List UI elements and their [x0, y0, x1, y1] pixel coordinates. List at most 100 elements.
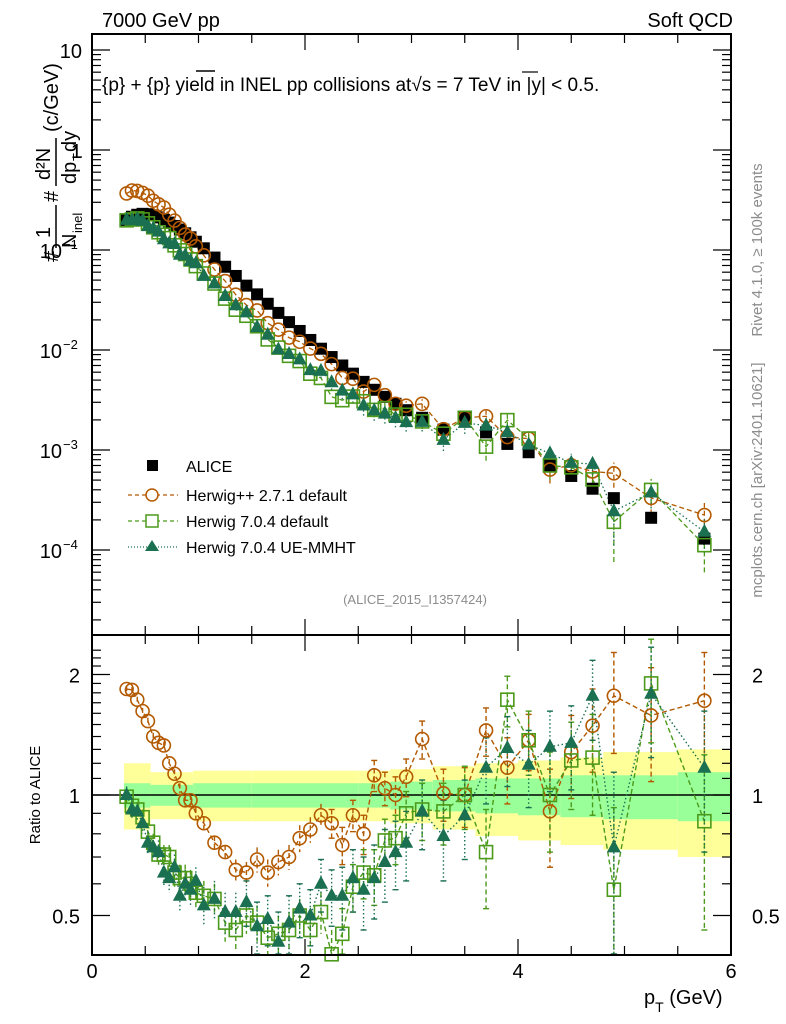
ratio-point-herwig7_default — [260, 930, 276, 946]
data-point-alice — [607, 492, 620, 505]
data-point-herwig7_uemmht — [228, 297, 243, 311]
ratio-point-herwigpp — [207, 835, 222, 851]
mcplots-citation-label: mcplots.cern.ch [arXiv:2401.10621] — [749, 362, 766, 597]
ratio-point-herwig7_uemmht — [135, 815, 150, 829]
ratio-point-herwig7_uemmht — [162, 870, 177, 884]
data-point-herwig7_uemmht — [564, 454, 579, 468]
ratio-point-herwig7_uemmht — [250, 918, 265, 932]
legend-label-alice: ALICE — [186, 459, 232, 476]
legend-label-herwigpp: Herwig++ 2.7.1 default — [186, 488, 348, 505]
x-tick-labels: 0 2 4 6 — [86, 961, 736, 983]
ratio-point-herwigpp — [188, 806, 204, 821]
data-point-herwigpp — [124, 183, 140, 198]
data-point-alice — [293, 324, 306, 337]
ratio-point-herwigpp — [140, 713, 156, 729]
x-axis-label: pT (GeV) — [644, 987, 723, 1015]
ratio-point-herwigpp — [260, 865, 276, 880]
ratio-point-herwig7_uemmht — [151, 844, 166, 858]
ratio-point-herwigpp — [228, 862, 244, 878]
data-point-herwigpp — [697, 507, 712, 523]
data-point-herwigpp — [271, 322, 286, 337]
ylabel-den-tail: dy — [59, 131, 81, 152]
ratio-point-herwig7_uemmht — [399, 834, 414, 848]
series-line-herwigpp — [126, 189, 705, 516]
ratio-point-herwigpp — [697, 693, 712, 709]
ratio-point-herwig7_default — [697, 813, 712, 829]
data-point-herwig7_uemmht — [313, 362, 328, 376]
data-point-herwig7_uemmht — [377, 405, 392, 419]
title-part-mid: yield in INEL pp collisions at — [170, 75, 412, 96]
ratio-point-herwig7_default — [606, 882, 622, 897]
legend-marker-herwigpp — [145, 488, 159, 502]
data-point-herwig7_uemmht — [457, 414, 472, 428]
data-point-herwigpp — [217, 273, 233, 289]
data-point-alice — [645, 511, 658, 524]
ratio-point-herwig7_uemmht — [335, 887, 350, 901]
ratio-point-herwig7_uemmht — [345, 870, 360, 884]
ylabel-unit: (c/GeV) — [41, 63, 63, 132]
data-point-herwig7_uemmht — [345, 386, 360, 400]
ratio-point-herwig7_uemmht — [606, 839, 621, 853]
data-point-herwigpp — [140, 188, 156, 204]
data-point-herwig7_uemmht — [479, 417, 494, 431]
ratio-point-herwigpp — [334, 837, 350, 853]
ratio-point-herwigpp — [643, 708, 659, 723]
legend: ALICE Herwig++ 2.7.1 default Herwig 7.0.… — [128, 459, 356, 557]
x-axis-label-unit: (GeV) — [664, 987, 723, 1009]
ratio-point-herwig7_uemmht — [542, 738, 557, 752]
data-point-herwig7_uemmht — [606, 503, 621, 517]
data-point-herwig7_uemmht — [697, 523, 712, 537]
ratio-point-herwig7_uemmht — [188, 872, 203, 886]
y-tick-label: 10 — [40, 341, 62, 363]
ylabel-nnel: N — [59, 234, 81, 248]
ratio-point-herwigpp — [167, 766, 182, 782]
ratio-point-herwigpp — [292, 830, 307, 846]
ratio-point-herwig7_uemmht — [388, 844, 403, 858]
y-tick-label: 10 — [40, 541, 62, 563]
header-energy-label: 7000 GeV pp — [102, 10, 220, 32]
main-plot-area — [119, 183, 712, 573]
ratio-point-herwigpp — [249, 852, 265, 867]
ratio-point-herwig7_uemmht — [119, 787, 134, 800]
x-tick-label: 0 — [86, 961, 97, 983]
data-point-alice — [314, 342, 327, 355]
ratio-point-herwig7_uemmht — [697, 759, 712, 773]
data-point-alice — [336, 359, 349, 372]
ratio-y-axis-label: Ratio to ALICE — [27, 746, 44, 844]
ratio-point-herwig7_uemmht — [228, 904, 243, 918]
ratio-point-herwigpp — [388, 787, 403, 803]
legend-marker-alice — [147, 460, 158, 471]
ratio-point-herwig7_uemmht — [207, 890, 222, 904]
ratio-panel: 2 2 1 1 0.5 0.5 0 2 4 6 Ratio to ALICE pT (GeV) — [27, 634, 780, 1015]
data-point-alice — [219, 260, 232, 273]
ratio-point-herwigpp — [313, 807, 329, 823]
ratio-point-herwigpp — [172, 780, 188, 796]
x-tick-label: 2 — [299, 961, 310, 983]
ratio-point-herwig7_uemmht — [167, 859, 182, 873]
ratio-point-herwig7_uemmht — [377, 854, 392, 868]
main-y-axis-label: # 1 N inel # d²N dp T dy (c/GeV) — [33, 63, 85, 262]
ratio-point-herwig7_default — [398, 806, 414, 821]
data-point-herwig7_default — [585, 472, 600, 487]
ratio-point-herwigpp — [606, 688, 622, 704]
ratio-point-herwig7_default — [334, 926, 350, 942]
data-point-herwig7_default — [697, 537, 712, 553]
ratio-point-herwig7_uemmht — [585, 687, 600, 701]
data-point-alice — [565, 469, 578, 482]
data-point-herwig7_uemmht — [521, 436, 536, 450]
ratio-point-herwig7_uemmht — [564, 734, 579, 748]
legend-entry-alice: ALICE — [147, 459, 232, 476]
ratio-y-tick-labels: 2 2 1 1 0.5 0.5 — [52, 666, 780, 929]
ratio-point-herwig7_default — [563, 753, 579, 768]
ratio-y-tick-label-right: 0.5 — [752, 907, 780, 929]
data-point-herwigpp — [313, 346, 329, 362]
data-point-alice — [240, 279, 253, 292]
ylabel-den-sub: T — [70, 153, 85, 161]
data-point-herwig7_uemmht — [271, 341, 286, 355]
data-point-alice — [229, 269, 242, 282]
ratio-point-herwig7_default — [542, 787, 558, 803]
data-point-herwig7_uemmht — [415, 413, 430, 427]
ratio-point-herwigpp — [281, 849, 297, 865]
data-point-alice — [389, 397, 402, 410]
